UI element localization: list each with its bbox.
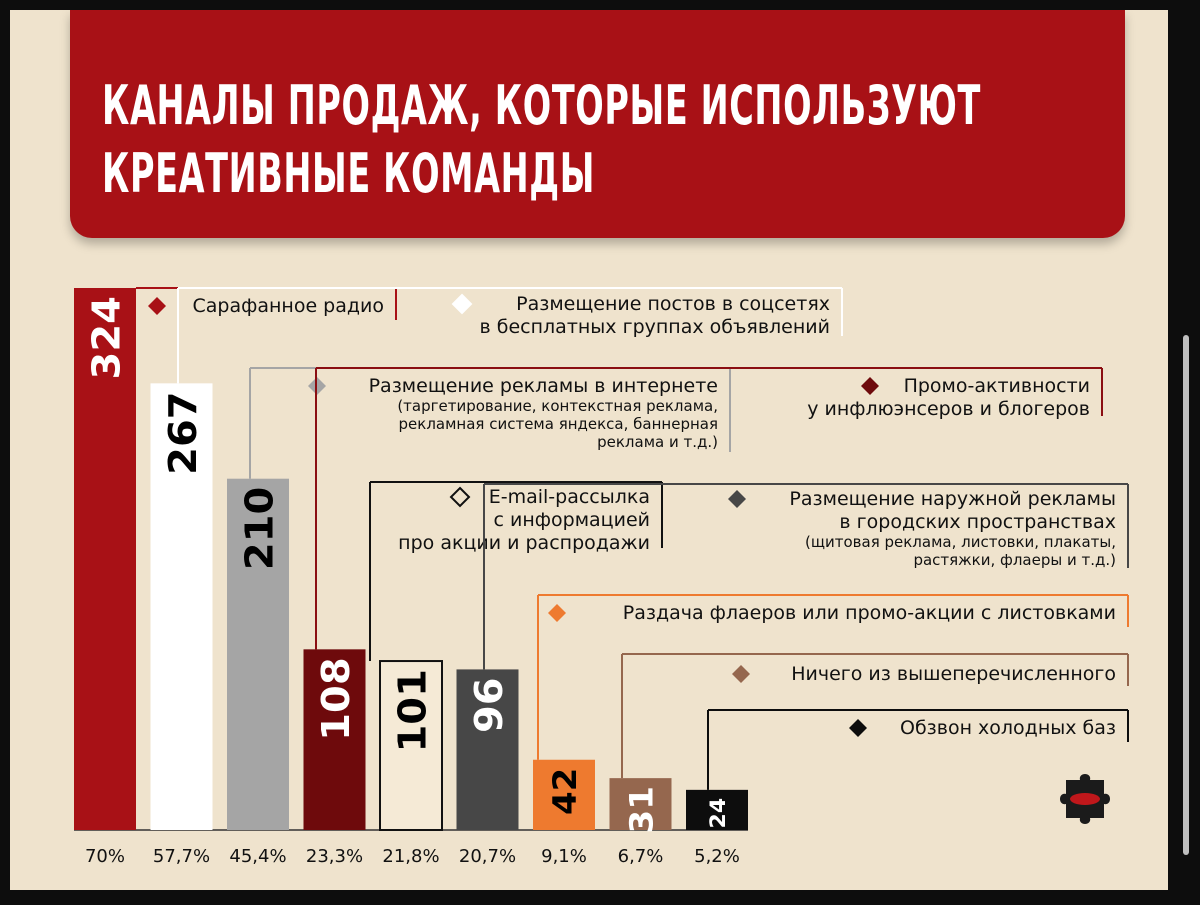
percent-label-4: 23,3% <box>306 846 363 867</box>
category-label-6: в городских пространствах <box>839 511 1116 533</box>
percent-label-2: 57,7% <box>153 846 210 867</box>
category-label-7: Раздача флаеров или промо-акции с листов… <box>623 602 1116 624</box>
headline-banner: КАНАЛЫ ПРОДАЖ, КОТОРЫЕ ИСПОЛЬЗУЮТ КРЕАТИ… <box>70 10 1125 238</box>
value-label-7: 42 <box>546 768 584 815</box>
bar-5 <box>379 660 443 831</box>
diamond-marker-icon <box>449 486 471 508</box>
puzzle-lips-logo-icon <box>1060 774 1110 824</box>
bar-4 <box>303 649 366 830</box>
bar-6 <box>456 669 519 830</box>
category-label-6: Размещение наружной рекламы <box>789 488 1116 510</box>
percent-label-7: 9,1% <box>541 846 587 867</box>
page-title: КАНАЛЫ ПРОДАЖ, КОТОРЫЕ ИСПОЛЬЗУЮТ КРЕАТИ… <box>102 72 981 208</box>
category-label-4: у инфлюэнсеров и блогеров <box>807 398 1090 420</box>
infographic: 324 70% Сарафанное радио 267 57,7% Размещение… <box>10 10 1168 890</box>
diamond-marker-icon <box>861 377 879 395</box>
category-note-3: реклама и т.д.) <box>597 433 718 451</box>
category-note-6: растяжки, флаеры и т.д.) <box>913 551 1116 569</box>
bar-7 <box>533 759 595 830</box>
diamond-marker-icon <box>849 719 867 737</box>
category-label-5: с информацией <box>494 509 650 531</box>
bar-3 <box>227 478 289 830</box>
value-label-1: 324 <box>85 296 129 379</box>
category-label-5: E-mail-рассылка <box>489 486 650 508</box>
lips-shape <box>1070 793 1100 805</box>
percent-label-3: 45,4% <box>229 846 286 867</box>
category-label-3: Размещение рекламы в интернете <box>369 375 718 397</box>
diamond-marker-icon <box>728 490 746 508</box>
category-label-8: Ничего из вышеперечисленного <box>791 663 1116 685</box>
diamond-marker-icon <box>148 297 166 315</box>
value-label-8: 31 <box>623 786 661 833</box>
title-line-1: КАНАЛЫ ПРОДАЖ, КОТОРЫЕ ИСПОЛЬЗУЮТ <box>102 74 981 137</box>
percent-label-5: 21,8% <box>382 846 439 867</box>
diamond-marker-icon <box>548 604 566 622</box>
bar-9 <box>686 789 748 830</box>
category-label-5: про акции и распродажи <box>398 532 650 554</box>
category-label-2: Размещение постов в соцсетях <box>516 293 830 315</box>
title-line-2: КРЕАТИВНЫЕ КОМАНДЫ <box>102 142 596 205</box>
bar-8 <box>609 778 672 830</box>
percent-label-8: 6,7% <box>618 846 664 867</box>
category-note-6: (щитовая реклама, листовки, плакаты, <box>805 533 1116 551</box>
diamond-marker-icon <box>732 665 750 683</box>
value-label-5: 101 <box>391 669 435 752</box>
scrollbar[interactable] <box>1183 335 1189 855</box>
category-label-2: в бесплатных группах объявлений <box>480 316 830 338</box>
value-label-3: 210 <box>238 487 282 570</box>
percent-label-1: 70% <box>85 846 125 867</box>
category-note-3: рекламная система яндекса, баннерная <box>399 415 718 433</box>
bar-1 <box>74 288 136 830</box>
percent-label-6: 20,7% <box>459 846 516 867</box>
category-label-4: Промо-активности <box>904 375 1090 397</box>
value-label-9: 24 <box>706 798 730 829</box>
percent-label-9: 5,2% <box>694 846 740 867</box>
diamond-marker-icon <box>451 293 473 315</box>
category-label-1: Сарафанное радио <box>192 295 384 317</box>
bar-chart: 324 70% Сарафанное радио 267 57,7% Размещение… <box>74 287 1129 867</box>
value-label-2: 267 <box>162 391 206 474</box>
bar-2 <box>150 383 213 830</box>
category-label-9: Обзвон холодных баз <box>900 717 1116 739</box>
category-note-3: (таргетирование, контекстная реклама, <box>397 397 718 415</box>
value-label-6: 96 <box>468 677 512 733</box>
value-label-4: 108 <box>315 657 359 740</box>
